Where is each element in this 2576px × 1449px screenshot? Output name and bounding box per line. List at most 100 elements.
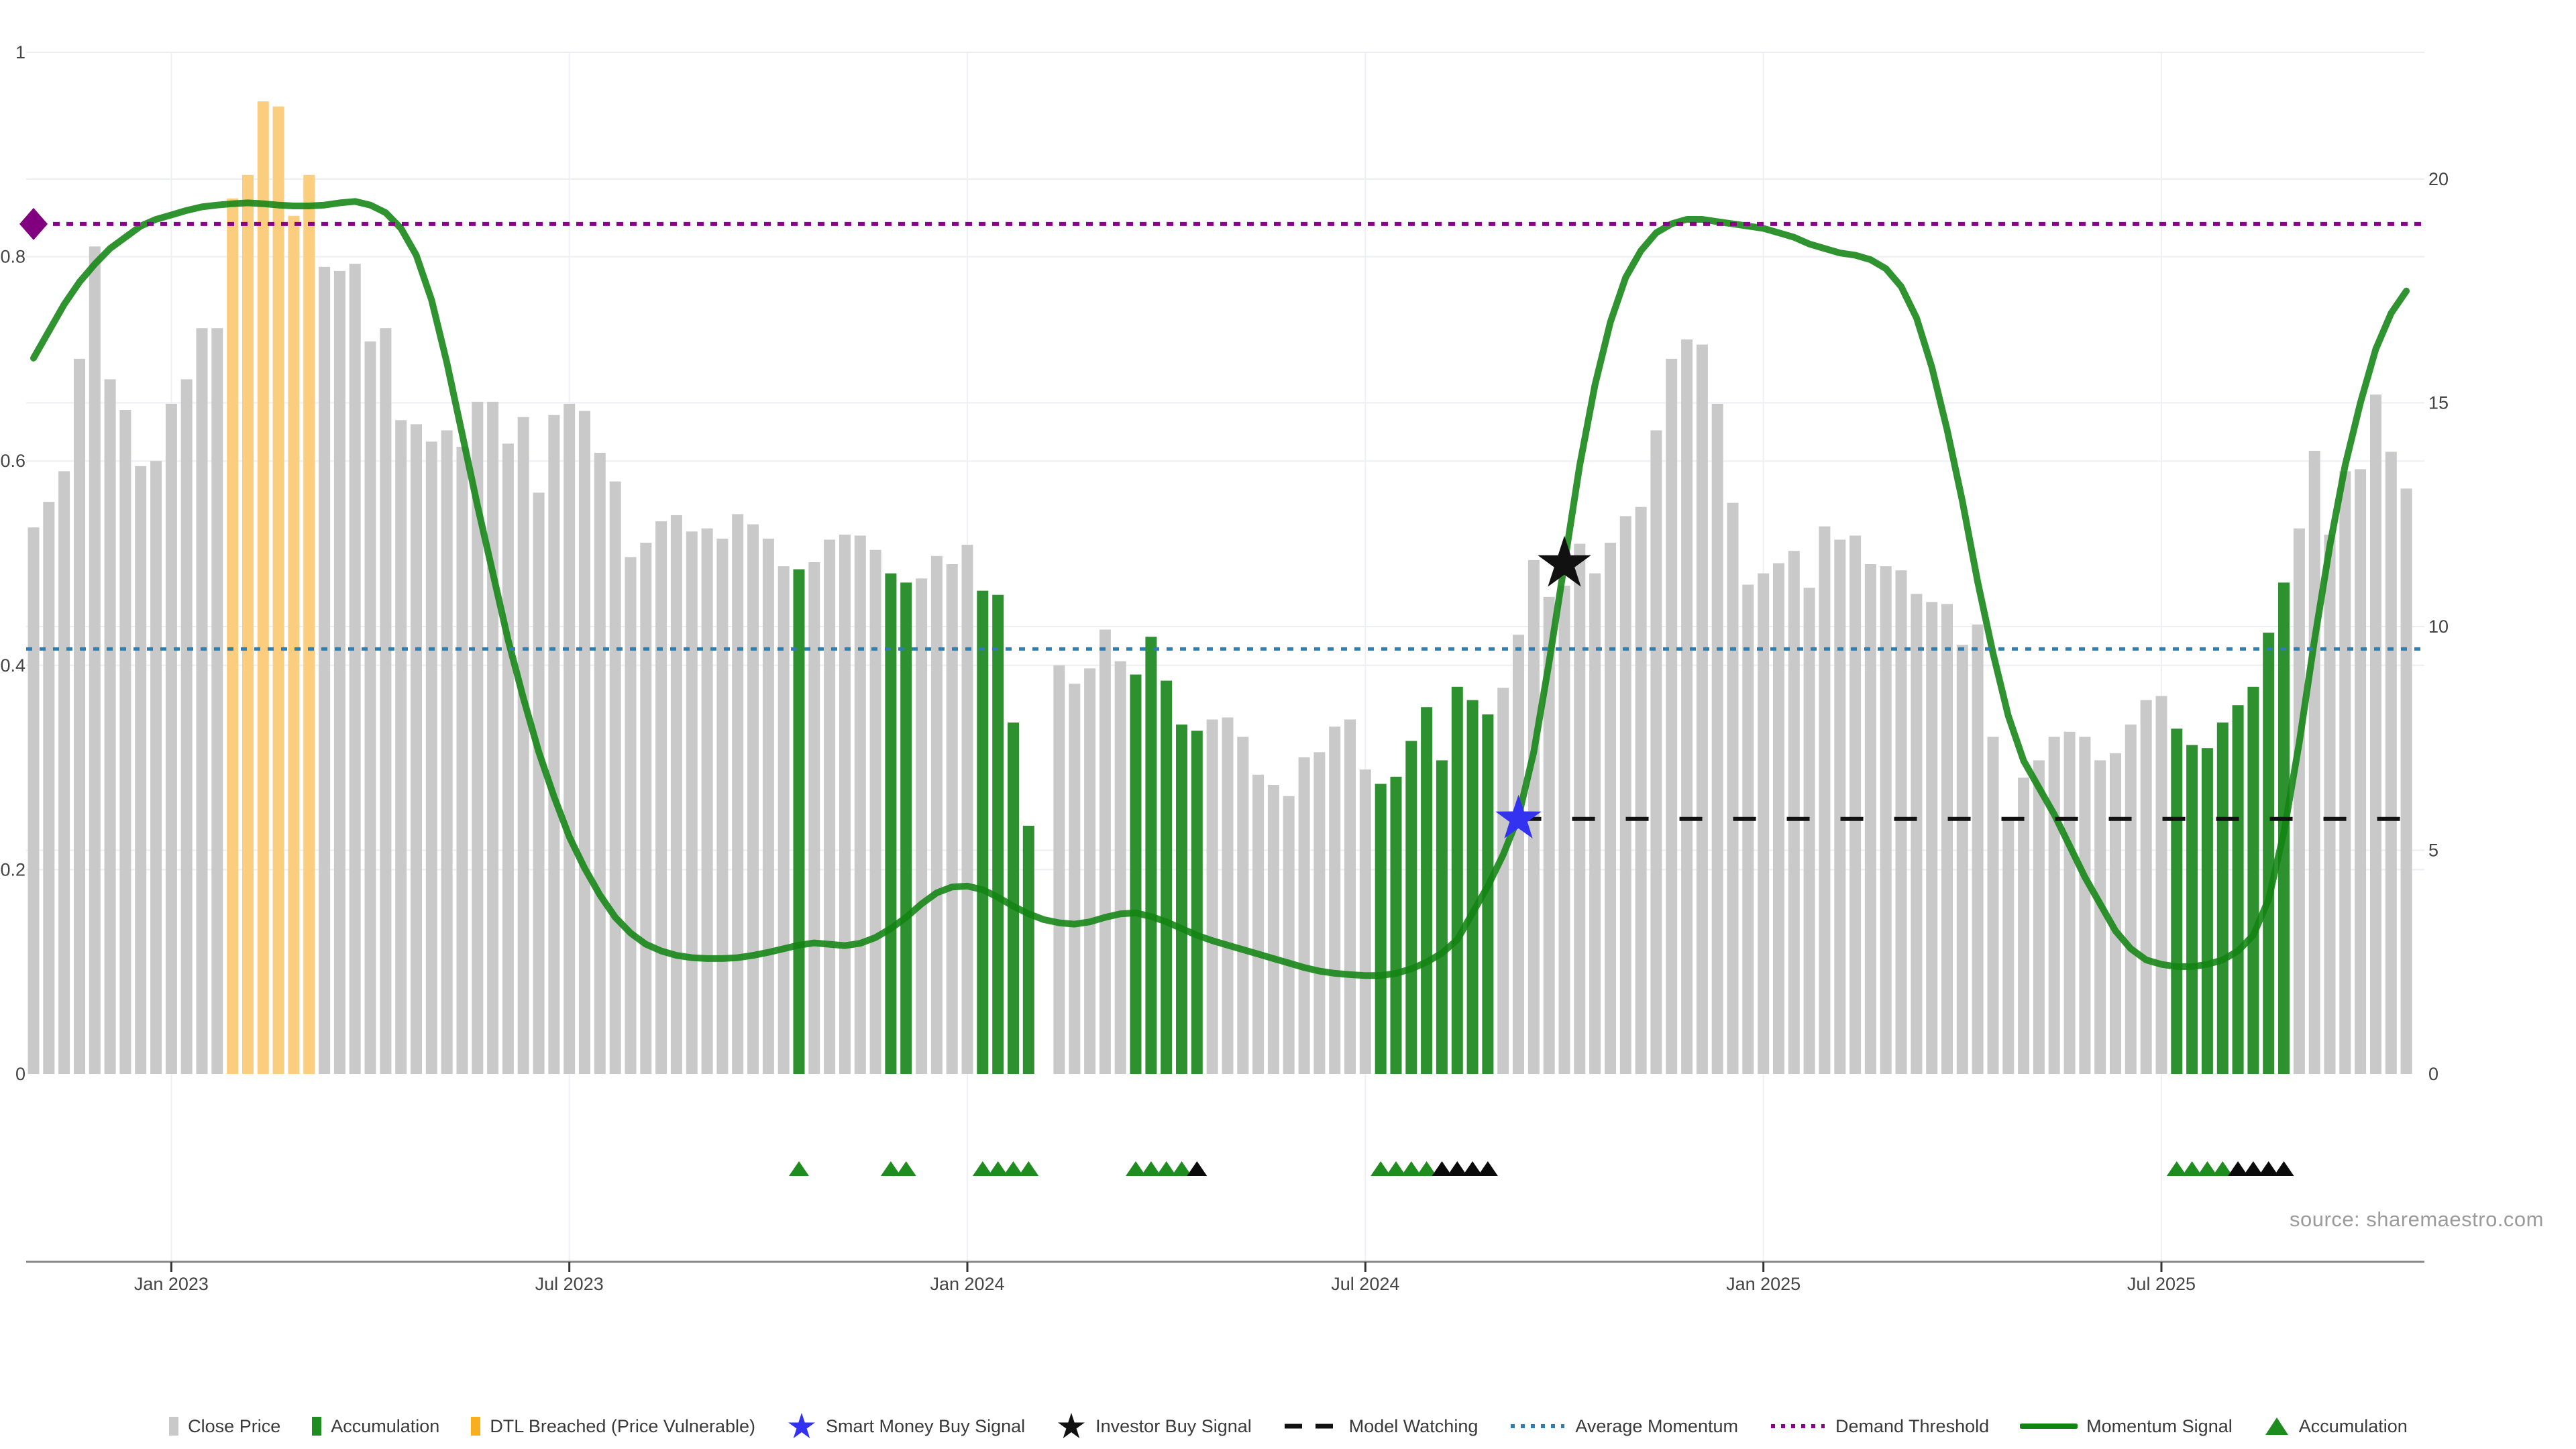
close-price-bar	[2079, 737, 2091, 1074]
close-price-bar	[1666, 358, 1678, 1074]
close-price-bar	[2018, 777, 2030, 1074]
y-left-tick-label: 0.6	[0, 451, 25, 471]
legend-item-model-watching[interactable]: Model Watching	[1283, 1415, 1479, 1437]
accumulation-bar	[1176, 724, 1187, 1074]
close-price-bar	[211, 328, 223, 1075]
close-price-bar	[2370, 394, 2381, 1074]
close-price-bar	[1880, 566, 1892, 1074]
close-price-bar	[2355, 469, 2367, 1074]
y-left-tick-label: 0	[15, 1064, 25, 1084]
y-left-tick-label: 0.2	[0, 859, 25, 879]
legend-label: Close Price	[188, 1415, 281, 1436]
close-price-bar	[1099, 629, 1111, 1074]
accumulation-bar	[1466, 700, 1479, 1074]
close-price-bar	[411, 424, 422, 1074]
legend-item-momentum-signal[interactable]: Momentum Signal	[2020, 1416, 2233, 1437]
close-price-bar	[655, 521, 667, 1074]
y-right-tick-label: 20	[2428, 169, 2449, 189]
legend-item-smart-money-buy-signal[interactable]: Smart Money Buy Signal	[786, 1411, 1025, 1441]
accumulation-triangle-icon	[2273, 1161, 2294, 1176]
legend-item-accumulation-triangle[interactable]: Accumulation	[2263, 1415, 2408, 1437]
close-price-bar	[762, 538, 774, 1074]
accumulation-bar	[1130, 674, 1142, 1074]
dashed-line-icon	[1283, 1419, 1340, 1433]
close-price-bar	[533, 492, 545, 1074]
close-price-bar	[1864, 564, 1876, 1074]
close-price-bar	[1635, 506, 1647, 1074]
close-price-bar	[686, 531, 698, 1074]
legend-label: Model Watching	[1348, 1415, 1479, 1436]
legend-item-average-momentum[interactable]: Average Momentum	[1509, 1416, 1738, 1437]
investor-buy-star-icon	[1538, 535, 1591, 587]
x-tick-label: Jul 2024	[1331, 1274, 1399, 1294]
legend-label: Demand Threshold	[1835, 1415, 1990, 1436]
close-price-bar	[2063, 731, 2076, 1074]
y-left-tick-label: 0.4	[0, 655, 25, 676]
close-price-bar	[2125, 724, 2137, 1074]
accumulation-bar	[992, 594, 1004, 1074]
close-price-bar	[1941, 604, 1953, 1074]
close-price-bar	[2293, 528, 2305, 1074]
accumulation-triangle-icon	[1003, 1161, 1024, 1176]
close-price-bar	[2110, 753, 2121, 1074]
close-price-bar	[609, 481, 621, 1074]
y-right-tick-label: 15	[2428, 393, 2449, 413]
y-left-tick-label: 1	[15, 42, 25, 62]
accumulation-bar	[2232, 705, 2244, 1074]
legend-item-close-price[interactable]: Close Price	[168, 1416, 280, 1437]
close-price-bar	[487, 401, 499, 1074]
x-tick-label: Jan 2023	[134, 1274, 209, 1294]
close-price-bar	[2155, 696, 2167, 1074]
close-price-bar	[1605, 543, 1616, 1074]
close-price-bar	[854, 535, 866, 1074]
y-right-tick-label: 10	[2428, 616, 2449, 637]
accumulation-triangle-icon	[1018, 1161, 1039, 1176]
close-price-bar	[1574, 543, 1586, 1074]
legend-item-investor-buy-signal[interactable]: Investor Buy Signal	[1056, 1411, 1252, 1441]
close-price-bar	[1926, 602, 1938, 1074]
close-price-bar	[1344, 719, 1356, 1074]
dtl-breached-bar	[257, 101, 269, 1075]
close-price-bar	[732, 514, 744, 1074]
close-price-bar	[2308, 451, 2320, 1074]
close-price-bar	[2048, 737, 2060, 1074]
accumulation-triangle-icon	[2166, 1161, 2187, 1176]
close-price-bar	[1773, 563, 1784, 1074]
accumulation-triangle-icon	[1447, 1161, 1468, 1176]
legend-label: Investor Buy Signal	[1095, 1415, 1252, 1436]
close-price-bar	[916, 578, 928, 1074]
close-price-bar	[1298, 757, 1310, 1074]
close-price-bar	[2324, 534, 2336, 1074]
close-price-bar	[625, 557, 637, 1074]
close-price-bar	[1956, 645, 1968, 1074]
teal-dotted-line-icon	[1509, 1419, 1566, 1433]
close-price-bar	[180, 379, 193, 1074]
close-price-bar	[1849, 535, 1862, 1074]
accumulation-triangle-icon	[2258, 1161, 2279, 1176]
accumulation-triangle-icon	[2228, 1161, 2249, 1176]
source-note: source: sharemaestro.com	[2290, 1208, 2544, 1231]
accumulation-triangle-icon	[789, 1161, 809, 1176]
close-price-bar	[2140, 700, 2152, 1074]
accumulation-bar	[1191, 731, 1203, 1074]
close-price-bar	[58, 471, 70, 1074]
close-price-bar	[196, 328, 208, 1075]
accumulation-triangle-icon	[1462, 1161, 1483, 1176]
close-price-bar	[1513, 635, 1524, 1074]
legend-item-demand-threshold[interactable]: Demand Threshold	[1769, 1416, 1989, 1437]
legend-item-dtl-breached[interactable]: DTL Breached (Price Vulnerable)	[470, 1416, 755, 1437]
legend-label: Accumulation	[2298, 1415, 2408, 1436]
close-price-bar	[456, 446, 468, 1074]
accumulation-bar	[2263, 633, 2275, 1074]
close-price-bar	[1819, 526, 1831, 1074]
close-price-bar	[1711, 403, 1723, 1074]
close-price-bar	[2094, 760, 2106, 1074]
legend-item-accumulation[interactable]: Accumulation	[311, 1416, 439, 1437]
dtl-breached-bar	[242, 174, 254, 1074]
close-price-bar	[1972, 624, 1984, 1074]
accumulation-bar	[793, 569, 805, 1074]
green-line-icon	[2020, 1419, 2078, 1433]
accumulation-triangle-icon	[1477, 1161, 1498, 1176]
x-tick-label: Jan 2025	[1726, 1274, 1801, 1294]
